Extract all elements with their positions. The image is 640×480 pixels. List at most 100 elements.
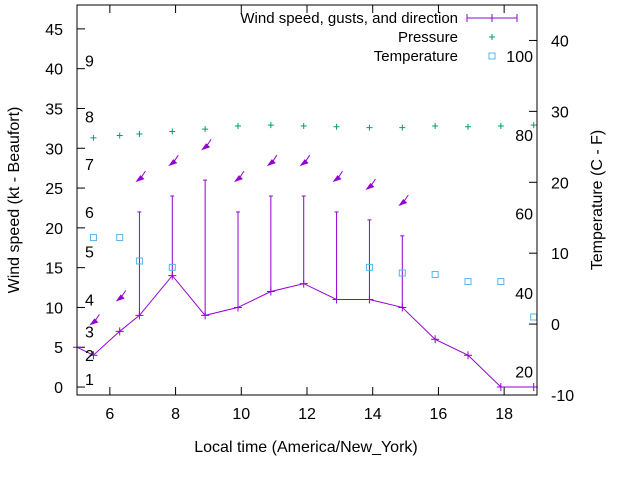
y-right-tick-label: 0 — [551, 317, 560, 334]
legend-swatch-wind-marks — [466, 14, 518, 22]
ticks-layer — [77, 5, 537, 396]
beaufort-label: 3 — [85, 324, 94, 341]
temperature-point — [135, 257, 143, 265]
beaufort-label: 2 — [85, 348, 94, 365]
legend-swatch-temperature — [488, 52, 496, 60]
x-tick-label: 12 — [298, 406, 316, 423]
wind-arrow-head — [365, 183, 375, 191]
wind-direction-arrow — [299, 154, 311, 167]
y-right-tick-label: 10 — [551, 246, 569, 263]
temperature-point — [497, 278, 505, 286]
wind-arrow-head — [201, 143, 211, 151]
beaufort-label: 4 — [85, 292, 94, 309]
y-left-tick-label: 30 — [45, 141, 63, 158]
wind-speed-point — [299, 279, 308, 288]
wind-direction-arrow — [332, 170, 343, 183]
beaufort-label: 6 — [85, 205, 94, 222]
fahrenheit-label: 100 — [506, 49, 533, 66]
wind-direction-arrow — [89, 314, 100, 326]
wind-speed-point — [464, 351, 472, 360]
y-left-tick-label: 20 — [45, 221, 63, 238]
temperature-point — [431, 270, 439, 278]
wind-speed-point — [332, 295, 341, 304]
wind-speed-point — [365, 295, 374, 304]
wind-direction-arrow — [168, 154, 179, 167]
y-right-tick-label: 20 — [551, 175, 569, 192]
wind-speed-point — [431, 335, 440, 344]
beaufort-label: 9 — [85, 54, 94, 71]
legend-swatch-pressure — [489, 34, 495, 40]
pressure-point — [90, 134, 97, 141]
y-left-tick-label: 0 — [54, 380, 63, 397]
beaufort-label: 8 — [85, 109, 94, 126]
wind-direction-arrow — [135, 170, 146, 183]
x-tick-label: 8 — [171, 406, 180, 423]
wind-direction-arrow — [398, 194, 409, 206]
wind-speed-point — [529, 383, 538, 392]
wind-speed-point — [201, 311, 210, 320]
x-tick-label: 14 — [364, 406, 382, 423]
pressure-point — [300, 122, 307, 129]
x-tick-label: 18 — [495, 406, 513, 423]
temperature-point — [398, 269, 406, 277]
wind-direction-arrow — [201, 138, 212, 151]
legend-label: Wind speed, gusts, and direction — [240, 10, 458, 27]
beaufort-label: 5 — [85, 245, 94, 262]
wind-speed-point — [168, 271, 177, 280]
x-tick-label: 16 — [430, 406, 448, 423]
wind-arrow-head — [299, 159, 309, 167]
y-axis-left-label: Wind speed (kt - Beaufort) — [6, 107, 23, 294]
wind-arrow-head — [266, 159, 276, 167]
y-left-tick-label: 5 — [54, 340, 63, 357]
pressure-point — [432, 122, 439, 129]
wind-arrow-head — [135, 175, 145, 183]
pressure-point — [116, 132, 123, 139]
x-tick-label: 10 — [232, 406, 250, 423]
y-axis-right-label: Temperature (C - F) — [589, 130, 606, 270]
wind-speed-point — [266, 287, 275, 296]
y-left-tick-label: 25 — [45, 181, 63, 198]
plot-frame — [76, 4, 538, 396]
y-left-tick-label: 35 — [45, 101, 63, 118]
wind-speed-point — [398, 303, 407, 312]
wind-arrow-head — [89, 318, 99, 326]
legend: Wind speed, gusts, and direction Pressure… — [240, 10, 518, 65]
wind-arrow-head — [168, 159, 178, 167]
pressure-point — [399, 124, 406, 131]
beaufort-label: 1 — [85, 372, 94, 389]
wind-direction-arrow — [115, 290, 127, 302]
legend-label: Pressure — [398, 29, 458, 46]
y-left-tick-label: 15 — [45, 261, 63, 278]
wind-speed-line — [76, 274, 534, 388]
pressure-point — [136, 130, 143, 137]
x-axis-label: Local time (America/New_York) — [194, 439, 417, 456]
wind-direction-arrow — [234, 170, 245, 183]
temperature-point — [365, 263, 373, 271]
temperature-point — [168, 263, 176, 271]
pressure-point — [202, 126, 209, 133]
y-left-tick-label: 10 — [45, 300, 63, 317]
x-tick-label: 6 — [105, 406, 114, 423]
wind-speed-point — [496, 383, 505, 392]
pressure-point — [235, 122, 241, 129]
pressure-point — [465, 123, 471, 130]
wind-direction-arrow — [266, 154, 278, 167]
pressure-point — [530, 122, 537, 129]
fahrenheit-label: 60 — [515, 206, 533, 223]
pressure-point — [366, 124, 373, 131]
temperature-point — [116, 234, 124, 242]
wind-arrow-head — [332, 175, 342, 183]
beaufort-label: 7 — [85, 157, 94, 174]
y-right-tick-label: 40 — [551, 33, 569, 50]
pressure-point — [333, 123, 340, 130]
labels-layer: 6 8 10 12 14 16 18051015202530354045-100102030… — [45, 22, 574, 423]
wind-arrow-head — [115, 294, 125, 302]
wind-speed-point — [115, 327, 124, 336]
temperature-point — [89, 234, 97, 242]
pressure-point — [497, 122, 504, 129]
wind-direction-arrow — [365, 178, 376, 191]
wind-speed-point — [89, 351, 98, 360]
temperature-point — [464, 278, 472, 286]
